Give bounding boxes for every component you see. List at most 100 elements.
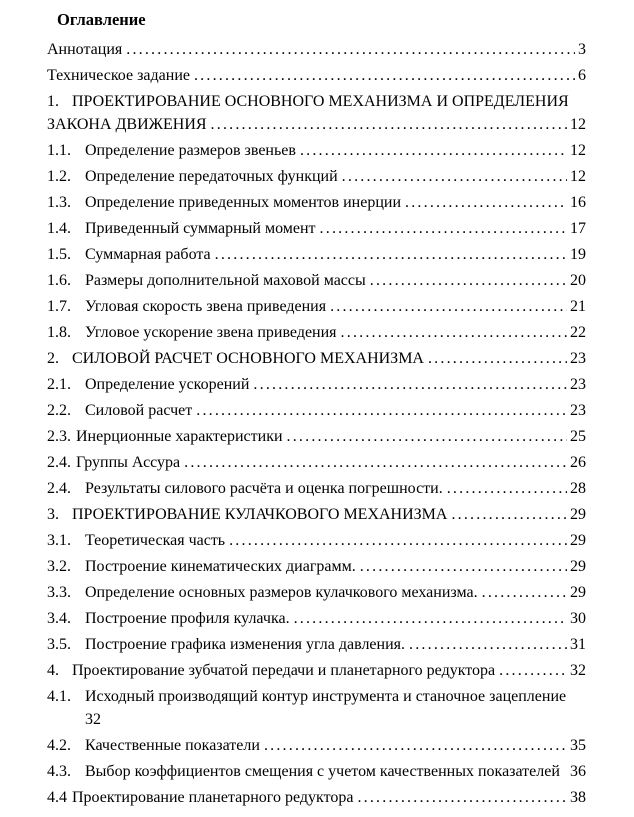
toc-row: Техническое задание 6 xyxy=(47,64,586,87)
toc-row: 1.7. Угловая скорость звена приведения 21 xyxy=(47,295,586,318)
toc-entry[interactable]: 3.2. Построение кинематических диаграмм. 2… xyxy=(47,555,586,578)
entry-title: Техническое задание xyxy=(47,67,190,84)
toc-entry[interactable]: 1.7. Угловая скорость звена приведения 21 xyxy=(47,295,586,318)
leader-dots xyxy=(229,529,567,552)
toc-entry[interactable]: 4.1. Исходный производящий контур инструм… xyxy=(47,685,586,731)
toc-row: 1.8. Угловое ускорение звена приведения 22 xyxy=(47,321,586,344)
toc-row: ЗАКОНА ДВИЖЕНИЯ 12 xyxy=(47,113,586,136)
leader-dots xyxy=(300,139,567,162)
toc-entry[interactable]: 3.3. Определение основных размеров кулачк… xyxy=(47,581,586,604)
entry-number: 4.3. xyxy=(47,763,71,780)
entry-number: 1.7. xyxy=(47,298,71,315)
entry-number: 1.4. xyxy=(47,220,71,237)
toc-row: 1.5. Суммарная работа 19 xyxy=(47,243,586,266)
toc-entry[interactable]: 4.4 Проектирование планетарного редуктора… xyxy=(47,786,586,809)
entry-title: Определение приведенных моментов инерции xyxy=(85,194,402,211)
page-number: 28 xyxy=(570,480,586,497)
entry-title: Качественные показатели xyxy=(85,737,260,754)
toc-row: 32 xyxy=(47,708,586,731)
toc-entry[interactable]: Техническое задание 6 xyxy=(47,64,586,87)
entry-title: Построение графика изменения угла давлен… xyxy=(85,636,406,653)
toc-entry[interactable]: 2.4. Результаты силового расчёта и оценка… xyxy=(47,477,586,500)
toc-row: 1. ПРОЕКТИРОВАНИЕ ОСНОВНОГО МЕХАНИЗМА И О… xyxy=(47,90,586,113)
entry-title: Построение профиля кулачка. xyxy=(85,610,290,627)
entry-title: Суммарная работа xyxy=(85,246,211,263)
toc-row: 4.4 Проектирование планетарного редуктора… xyxy=(47,786,586,809)
page-number: 23 xyxy=(570,402,586,419)
leader-dots xyxy=(341,321,567,344)
toc-entry[interactable]: 3.1. Теоретическая часть 29 xyxy=(47,529,586,552)
page-number: 30 xyxy=(570,610,586,627)
toc-entry[interactable]: 2.4. Группы Ассура 26 xyxy=(47,451,586,474)
toc-entry[interactable]: 1.1. Определение размеров звеньев 12 xyxy=(47,139,586,162)
entry-title: Результаты силового расчёта и оценка пог… xyxy=(85,480,443,497)
entry-title: Построение кинематических диаграмм. xyxy=(85,558,356,575)
entry-number: 1.8. xyxy=(47,324,71,341)
toc-entry[interactable]: 3.4. Построение профиля кулачка. 30 xyxy=(47,607,586,630)
leader-dots xyxy=(294,607,567,630)
page-number: 21 xyxy=(570,298,586,315)
leader-dots xyxy=(370,269,567,292)
toc-entry[interactable]: 4.3. Выбор коэффициентов смещения с учето… xyxy=(47,760,586,783)
page-number: 26 xyxy=(570,454,586,471)
page-number: 35 xyxy=(570,737,586,754)
toc-entry[interactable]: 4.2. Качественные показатели 35 xyxy=(47,734,586,757)
toc-entry[interactable]: 1. ПРОЕКТИРОВАНИЕ ОСНОВНОГО МЕХАНИЗМА И О… xyxy=(47,90,586,136)
toc-entry[interactable]: 1.6. Размеры дополнительной маховой массы… xyxy=(47,269,586,292)
toc-entry[interactable]: 3.5. Построение графика изменения угла да… xyxy=(47,633,586,656)
entry-title: Угловое ускорение звена приведения xyxy=(85,324,337,341)
toc-entry[interactable]: 3. ПРОЕКТИРОВАНИЕ КУЛАЧКОВОГО МЕХАНИЗМА 29 xyxy=(47,503,586,526)
toc-row: 2.2. Силовой расчет 23 xyxy=(47,399,586,422)
page-number: 12 xyxy=(570,116,586,133)
page-number: 32 xyxy=(570,662,586,679)
page-number: 12 xyxy=(570,142,586,159)
toc-entry[interactable]: 4. Проектирование зубчатой передачи и пла… xyxy=(47,659,586,682)
page-number: 23 xyxy=(570,350,586,367)
entry-number: 2.2. xyxy=(47,402,71,419)
entry-number: 2.3. xyxy=(47,428,71,445)
entry-title: Инерционные характеристики xyxy=(76,428,283,445)
toc-row: 1.3. Определение приведенных моментов ине… xyxy=(47,191,586,214)
toc-row: 1.1. Определение размеров звеньев 12 xyxy=(47,139,586,162)
toc-entry[interactable]: 2.1. Определение ускорений 23 xyxy=(47,373,586,396)
toc-row: 1.2. Определение передаточных функций 12 xyxy=(47,165,586,188)
page-number: 16 xyxy=(570,194,586,211)
entry-number: 4. xyxy=(47,662,59,679)
page-number: 29 xyxy=(570,532,586,549)
entry-number: 1.6. xyxy=(47,272,71,289)
toc-row: 4.1. Исходный производящий контур инструм… xyxy=(47,685,586,708)
entry-title: Проектирование зубчатой передачи и плане… xyxy=(72,662,496,679)
page-number: 23 xyxy=(570,376,586,393)
leader-dots xyxy=(342,165,567,188)
leader-dots xyxy=(357,786,567,809)
leader-dots xyxy=(482,581,567,604)
toc-entry[interactable]: 1.2. Определение передаточных функций 12 xyxy=(47,165,586,188)
toc-entry[interactable]: Аннотация 3 xyxy=(47,38,586,61)
toc-entry[interactable]: 1.4. Приведенный суммарный момент 17 xyxy=(47,217,586,240)
leader-dots xyxy=(405,191,567,214)
toc-entry[interactable]: 1.8. Угловое ускорение звена приведения 22 xyxy=(47,321,586,344)
toc-row: 3.2. Построение кинематических диаграмм. 2… xyxy=(47,555,586,578)
toc-entry[interactable]: 2.2. Силовой расчет 23 xyxy=(47,399,586,422)
entry-number: 4.2. xyxy=(47,737,71,754)
entry-title: СИЛОВОЙ РАСЧЕТ ОСНОВНОГО МЕХАНИЗМА xyxy=(72,350,424,367)
toc-entry[interactable]: 1.5. Суммарная работа 19 xyxy=(47,243,586,266)
leader-dots xyxy=(184,451,567,474)
toc-entry[interactable]: 1.3. Определение приведенных моментов ине… xyxy=(47,191,586,214)
leader-dots xyxy=(194,64,575,87)
toc-entry[interactable]: 2.3. Инерционные характеристики 25 xyxy=(47,425,586,448)
entry-title: ПРОЕКТИРОВАНИЕ КУЛАЧКОВОГО МЕХАНИЗМА xyxy=(72,506,448,523)
entry-title: Исходный производящий контур инструмента… xyxy=(85,688,567,705)
entry-number: 1.5. xyxy=(47,246,71,263)
entry-title: Размеры дополнительной маховой массы xyxy=(85,272,366,289)
entry-title: Группы Ассура xyxy=(76,454,181,471)
toc-entry[interactable]: 2. СИЛОВОЙ РАСЧЕТ ОСНОВНОГО МЕХАНИЗМА 23 xyxy=(47,347,586,370)
entry-title: Угловая скорость звена приведения xyxy=(85,298,327,315)
leader-dots xyxy=(211,113,567,136)
entry-number: 3.4. xyxy=(47,610,71,627)
entry-title: Проектирование планетарного редуктора xyxy=(72,789,354,806)
toc-row: 3.1. Теоретическая часть 29 xyxy=(47,529,586,552)
toc-row: 3.5. Построение графика изменения угла да… xyxy=(47,633,586,656)
page-number: 38 xyxy=(570,789,586,806)
